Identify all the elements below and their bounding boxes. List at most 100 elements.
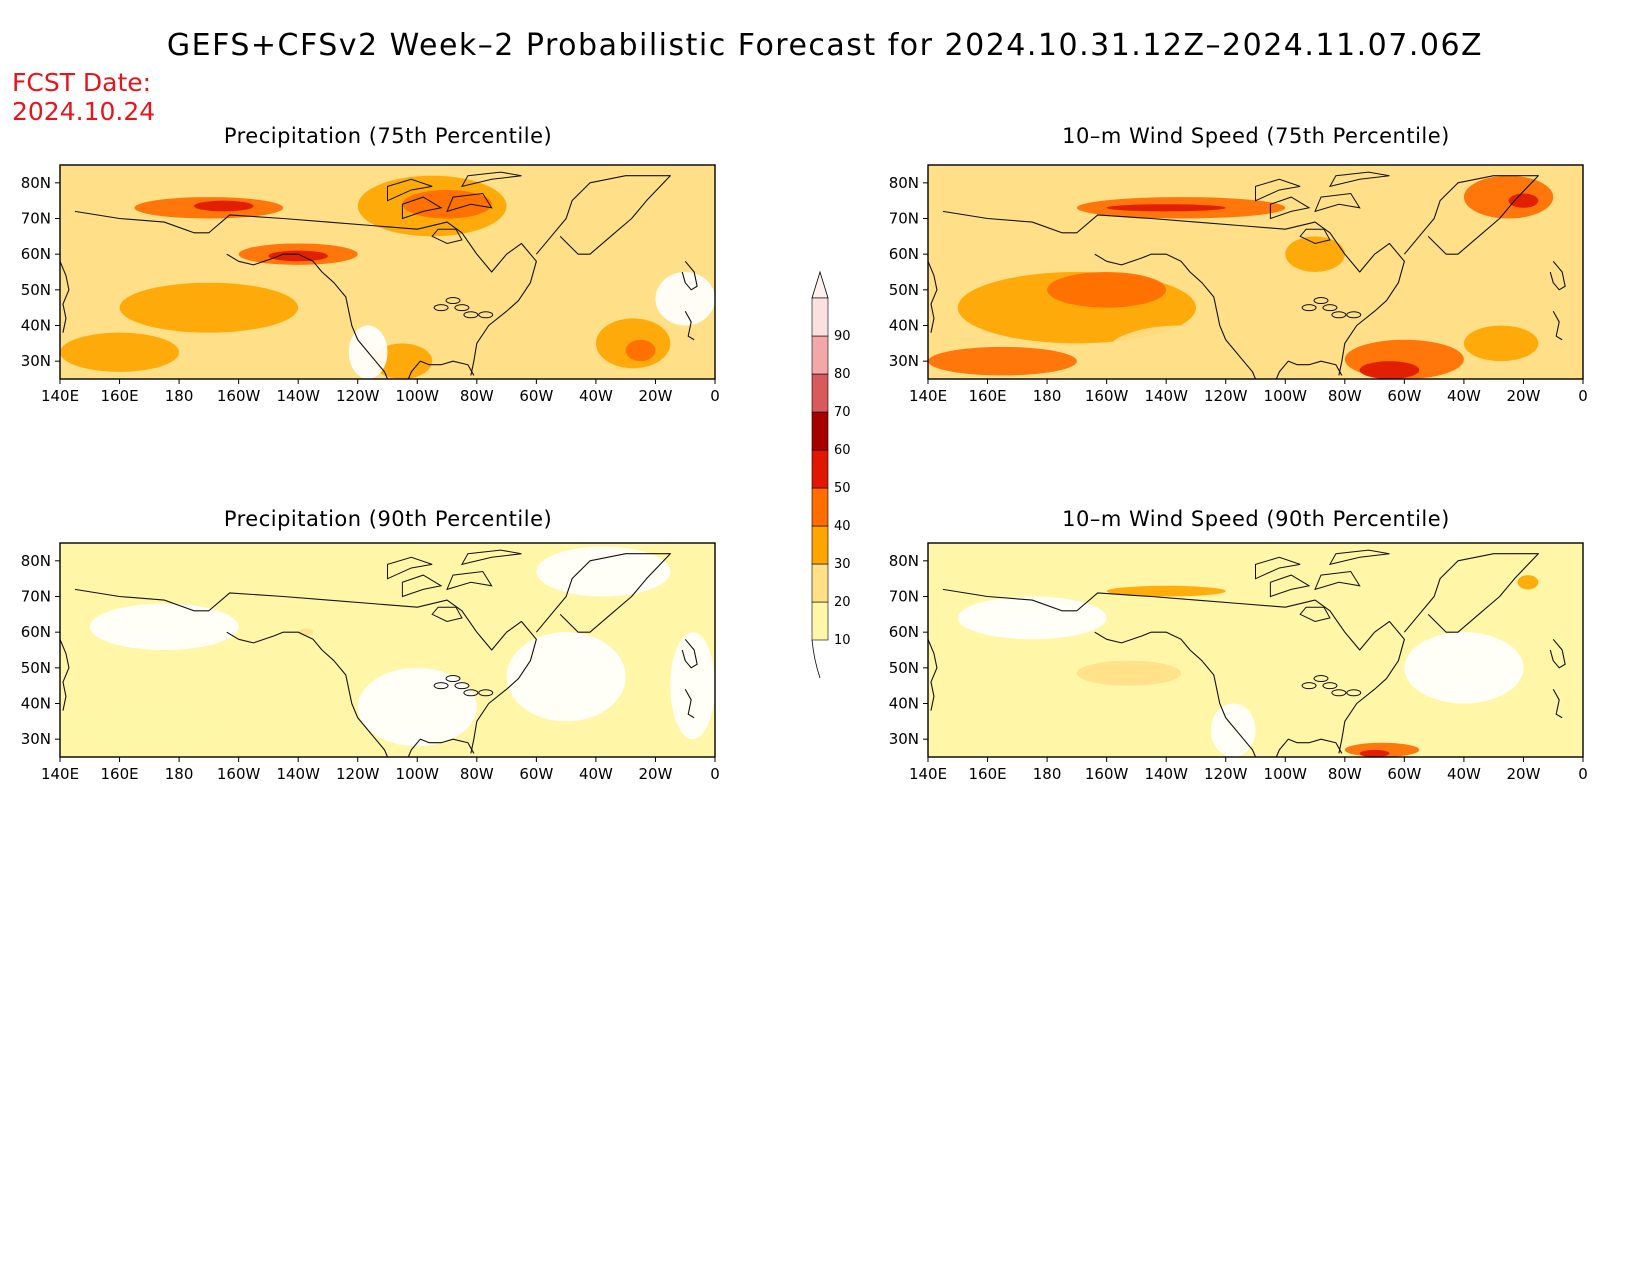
probability-blob xyxy=(60,332,180,372)
map-wind-75: 140E 160E 180 160W 140W 120W 100W 80W 60W 40W 20W 0… xyxy=(889,164,1588,405)
island-outline xyxy=(431,606,463,622)
probability-blob xyxy=(268,250,328,262)
coastline xyxy=(60,639,70,711)
probability-blob xyxy=(957,596,1107,640)
probability-blob xyxy=(1463,325,1539,362)
lake-outline xyxy=(478,689,494,697)
lon-tick-label: 160W xyxy=(217,387,261,405)
lon-tick-label: 20W xyxy=(638,765,672,783)
lake-outline xyxy=(1301,682,1317,690)
coastline xyxy=(535,553,671,633)
lat-tick-label: 70N xyxy=(889,588,919,606)
lon-tick-label: 80W xyxy=(1328,387,1362,405)
lat-tick-label: 60N xyxy=(889,623,919,641)
forecast-date-label: FCST Date: xyxy=(12,68,152,97)
panel-title-wind-75: 10–m Wind Speed (75th Percentile) xyxy=(1062,124,1450,148)
lat-tick-label: 60N xyxy=(21,245,51,263)
probability-blob xyxy=(1404,632,1524,704)
island-outline xyxy=(387,178,433,202)
lake-outline xyxy=(1313,297,1329,305)
probability-blob xyxy=(193,200,254,212)
colorbar-label: 30 xyxy=(834,557,851,572)
colorbar-bottom-arrow xyxy=(811,639,821,679)
island-outline xyxy=(1299,606,1331,622)
lon-tick-label: 160W xyxy=(1085,387,1129,405)
map-frame xyxy=(59,542,716,758)
map-frame xyxy=(927,164,1584,380)
probability-blob xyxy=(1106,204,1226,212)
probability-blob xyxy=(1517,575,1539,590)
lon-tick-label: 40W xyxy=(579,765,613,783)
coastline xyxy=(1094,253,1257,379)
lon-tick-label: 160W xyxy=(1085,765,1129,783)
lon-tick-label: 100W xyxy=(396,387,440,405)
map-precip-75: 140E 160E 180 160W 140W 120W 100W 80W 60W 40W 20W 0… xyxy=(21,164,720,405)
lat-tick-label: 50N xyxy=(889,281,919,299)
probability-blob xyxy=(1359,361,1420,379)
colorbar-swatch xyxy=(811,335,829,375)
colorbar-label: 70 xyxy=(834,405,851,420)
probability-blob xyxy=(1210,703,1256,757)
lon-tick-label: 40W xyxy=(1447,387,1481,405)
colorbar-swatch xyxy=(811,297,829,337)
forecast-date-value: 2024.10.24 xyxy=(12,97,156,126)
lon-tick-label: 120W xyxy=(1204,765,1248,783)
lon-tick-label: 20W xyxy=(1506,765,1540,783)
lon-tick-label: 180 xyxy=(1033,387,1062,405)
lat-tick-label: 80N xyxy=(889,174,919,192)
lon-tick-label: 140E xyxy=(41,765,79,783)
lake-outline xyxy=(1346,311,1362,319)
lon-tick-label: 0 xyxy=(1578,765,1588,783)
lat-tick-label: 40N xyxy=(21,317,51,335)
island-outline xyxy=(1314,570,1361,591)
lon-tick-label: 140E xyxy=(909,387,947,405)
lon-tick-label: 80W xyxy=(460,765,494,783)
coastline xyxy=(74,588,537,754)
island-outline xyxy=(446,570,493,591)
colorbar: 10 20 30 40 50 60 70 80 90 xyxy=(811,270,851,679)
island-outline xyxy=(431,228,463,244)
probability-blob xyxy=(1106,325,1256,379)
island-outline xyxy=(1269,574,1311,598)
lon-tick-label: 80W xyxy=(460,387,494,405)
coastline xyxy=(942,588,1405,754)
probability-blob xyxy=(89,603,239,650)
island-outline xyxy=(446,192,493,213)
lon-tick-label: 180 xyxy=(165,387,194,405)
colorbar-swatch xyxy=(811,449,829,489)
lon-tick-label: 60W xyxy=(1387,387,1421,405)
island-outline xyxy=(1314,192,1361,213)
lon-tick-label: 0 xyxy=(710,765,720,783)
probability-blob xyxy=(1285,236,1345,272)
colorbar-label: 10 xyxy=(834,633,851,648)
lake-outline xyxy=(1331,311,1347,319)
lat-tick-label: 50N xyxy=(889,659,919,677)
colorbar-top-arrow xyxy=(811,270,829,299)
coastline xyxy=(74,210,537,376)
lon-tick-label: 160E xyxy=(968,765,1006,783)
coastline xyxy=(226,253,389,379)
lon-tick-label: 120W xyxy=(336,387,380,405)
lat-tick-label: 40N xyxy=(889,695,919,713)
probability-blob xyxy=(1359,749,1390,757)
map-frame xyxy=(59,164,716,380)
panel-title-precip-75: Precipitation (75th Percentile) xyxy=(223,124,553,148)
lake-outline xyxy=(445,297,461,305)
colorbar-swatch xyxy=(811,487,829,527)
coastline xyxy=(1403,553,1539,633)
lat-tick-label: 30N xyxy=(21,730,51,748)
lon-tick-label: 160W xyxy=(217,765,261,783)
coastline xyxy=(1275,360,1343,379)
island-outline xyxy=(460,171,522,188)
probability-blob xyxy=(1076,660,1182,686)
lon-tick-label: 140W xyxy=(1144,387,1188,405)
island-outline xyxy=(387,556,433,580)
island-outline xyxy=(1328,171,1390,188)
colorbar-swatch xyxy=(811,411,829,451)
lat-tick-label: 40N xyxy=(21,695,51,713)
probability-blob xyxy=(60,703,239,757)
map-wind-90: 140E 160E 180 160W 140W 120W 100W 80W 60W 40W 20W 0… xyxy=(889,542,1588,783)
island-outline xyxy=(1255,556,1301,580)
island-outline xyxy=(1299,228,1331,244)
lon-tick-label: 180 xyxy=(1033,765,1062,783)
